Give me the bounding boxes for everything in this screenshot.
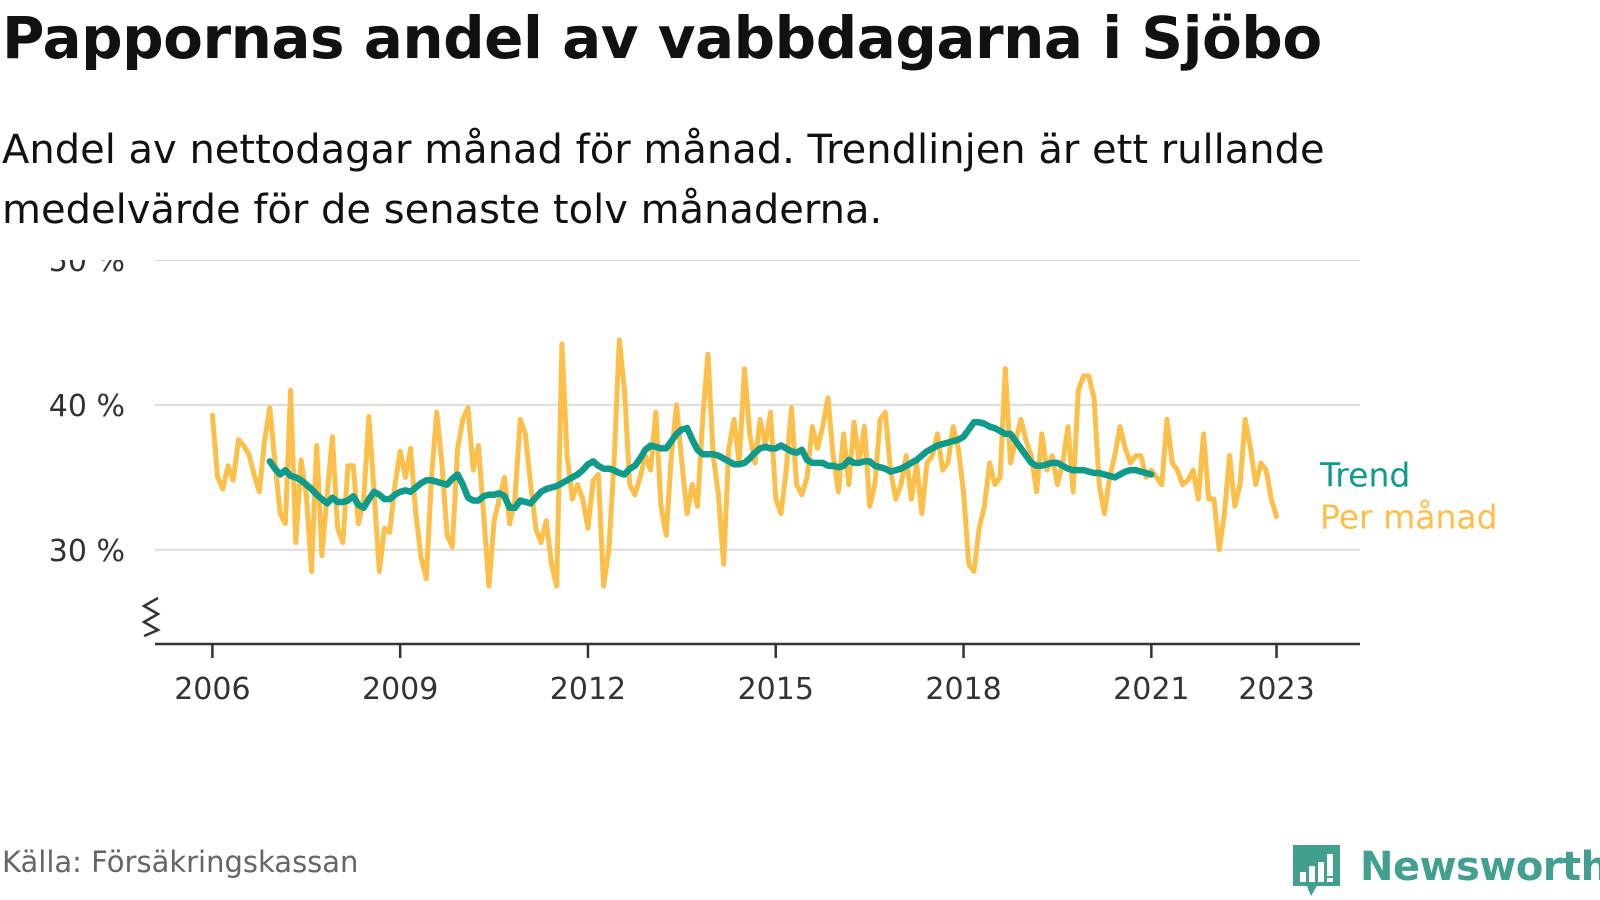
series-line-1	[266, 419, 1155, 512]
data-lines	[209, 337, 1279, 589]
y-axis-tick-labels: 30 % 40 % 50 %	[49, 260, 125, 569]
x-tick-label-3: 2015	[738, 672, 814, 707]
y-axis-break-marker	[141, 596, 161, 638]
x-tick-label-6: 2023	[1238, 672, 1314, 707]
x-tick-label-5: 2021	[1113, 672, 1189, 707]
x-tick-label-0: 2006	[174, 672, 250, 707]
brand-name: Newsworthy	[1360, 844, 1600, 890]
bar-chart-speech-bubble-icon	[1293, 845, 1340, 896]
y-gridlines	[141, 260, 1360, 638]
y-tick-label-1: 40 %	[49, 389, 125, 424]
x-tick-label-4: 2018	[925, 672, 1001, 707]
x-axis: 2006 2009 2012 2015 2018 2021 2023	[155, 642, 1360, 707]
chart-title: Pappornas andel av vabbdagarna i Sjöbo	[2, 4, 1322, 72]
y-tick-label-0: 30 %	[49, 534, 125, 569]
x-tick-label-1: 2009	[362, 672, 438, 707]
chart-subtitle: Andel av nettodagar månad för månad. Tre…	[2, 127, 1325, 233]
line-chart: 30 % 40 % 50 % 2006 2009 2012 2015 2018 2021 202…	[49, 260, 1498, 707]
series-label-0: Per månad	[1320, 497, 1498, 536]
newsworthy-logo: Newsworthy	[1290, 842, 1600, 900]
x-tick-label-2: 2012	[550, 672, 626, 707]
series-label-1: Trend	[1319, 455, 1410, 494]
y-tick-label-2: 50 %	[49, 260, 125, 279]
series-line-0	[209, 337, 1279, 589]
source-note: Källa: Försäkringskassan	[2, 845, 359, 879]
